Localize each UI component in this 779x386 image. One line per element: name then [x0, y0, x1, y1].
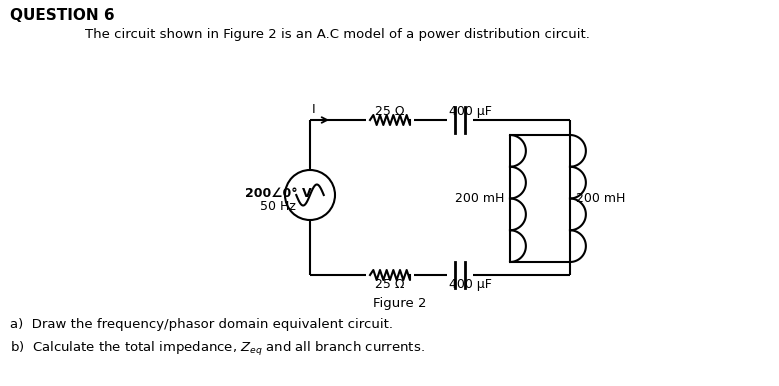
- Text: a)  Draw the frequency/phasor domain equivalent circuit.: a) Draw the frequency/phasor domain equi…: [10, 318, 393, 331]
- Text: 25 Ω: 25 Ω: [375, 278, 405, 291]
- Text: The circuit shown in Figure 2 is an A.C model of a power distribution circuit.: The circuit shown in Figure 2 is an A.C …: [85, 28, 590, 41]
- Text: Figure 2: Figure 2: [373, 297, 427, 310]
- Text: 25 Ω: 25 Ω: [375, 105, 405, 118]
- Text: I: I: [312, 103, 315, 116]
- Text: 400 μF: 400 μF: [449, 105, 492, 118]
- Text: 200∠0° V: 200∠0° V: [245, 187, 312, 200]
- Text: QUESTION 6: QUESTION 6: [10, 8, 115, 23]
- Text: 50 Hz: 50 Hz: [260, 200, 296, 213]
- Text: 400 μF: 400 μF: [449, 278, 492, 291]
- Text: b)  Calculate the total impedance, $Z_{eq}$ and all branch currents.: b) Calculate the total impedance, $Z_{eq…: [10, 340, 425, 358]
- Text: 200 mH: 200 mH: [455, 192, 504, 205]
- Text: 200 mH: 200 mH: [576, 192, 626, 205]
